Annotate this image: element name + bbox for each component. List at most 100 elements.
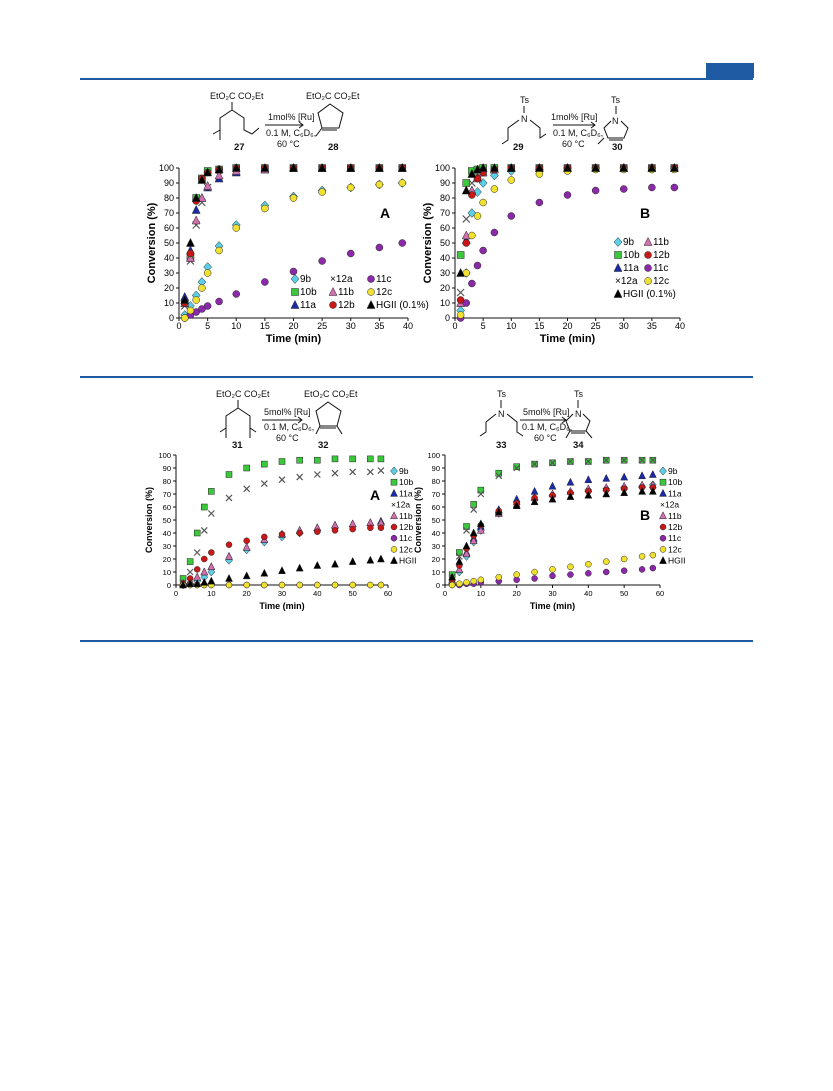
scheme-2-cond-1: 1mol% [Ru]	[551, 112, 598, 122]
scheme-2-cond-3: 60 °C	[562, 139, 585, 149]
x-tick-label: 35	[647, 321, 657, 331]
legend-label: 10b	[300, 287, 317, 298]
data-point-HGII	[231, 162, 241, 172]
data-point-12c	[456, 580, 463, 587]
data-point-HGII	[467, 168, 477, 178]
data-point-11b	[469, 536, 478, 545]
scheme-4-cond-2: 0.1 M, C₆D₆,	[522, 422, 572, 432]
data-point-12c	[495, 573, 502, 581]
legend-label: 11b	[653, 237, 669, 248]
y-axis-label: Conversion (%)	[422, 202, 434, 283]
y-tick-label: 100	[158, 451, 171, 460]
svg-text:N: N	[521, 114, 528, 124]
data-point-12c	[477, 576, 485, 584]
panel-label: A	[370, 487, 380, 503]
data-point-HGII	[331, 559, 339, 568]
y-tick-label: 90	[164, 178, 174, 188]
scheme-4: Ts N 33 5mol% [Ru] 0.1 M, C₆D₆, 60 °C Ts…	[479, 389, 593, 451]
data-point-HGII	[648, 486, 657, 495]
data-point-11c	[215, 297, 223, 306]
legend-label: 11c	[668, 533, 682, 543]
legend-label: 10b	[623, 250, 640, 261]
data-point-12a	[566, 458, 574, 465]
data-point-10b	[201, 503, 208, 511]
data-point-HGII	[548, 494, 557, 503]
scheme-3-pr-ring	[315, 401, 342, 427]
x-axis-label: Time (min)	[530, 601, 575, 611]
scheme-1-pr-label: EtO₂C CO₂Et	[306, 91, 360, 101]
y-tick-label: 30	[163, 542, 171, 551]
data-point-12a	[649, 456, 657, 464]
data-point-12b	[201, 555, 208, 563]
y-tick-label: 60	[164, 223, 174, 233]
data-point-11b	[455, 564, 464, 573]
y-tick-label: 40	[440, 253, 450, 263]
legend-marker	[659, 523, 667, 531]
data-point-HGII	[620, 488, 629, 496]
data-point-10b	[243, 464, 250, 472]
data-point-11c	[648, 183, 656, 192]
legend-marker	[390, 546, 398, 553]
x-tick-label: 25	[591, 321, 601, 331]
scheme-3-cond-1: 5mol% [Ru]	[264, 407, 311, 417]
y-tick-label: 60	[432, 503, 440, 512]
legend-label: 9b	[623, 237, 635, 248]
data-point-12b	[186, 249, 195, 258]
data-point-11c	[649, 564, 657, 572]
legend-marker	[390, 556, 398, 564]
x-tick-label: 15	[260, 321, 270, 331]
data-point-11b	[203, 180, 213, 190]
data-point-11a	[191, 204, 201, 214]
scheme-2-pr-ring	[603, 120, 629, 139]
y-tick-label: 70	[164, 208, 174, 218]
data-point-11b	[200, 567, 209, 576]
data-point-12c	[456, 311, 465, 319]
x-tick-label: 20	[512, 589, 520, 598]
x-tick-label: 30	[278, 589, 286, 598]
data-point-11c	[347, 249, 355, 258]
data-point-10b	[349, 455, 356, 463]
data-point-12c	[314, 581, 321, 589]
x-tick-label: 40	[584, 589, 592, 598]
data-point-12a	[296, 473, 304, 481]
y-tick-label: 90	[440, 178, 450, 188]
x-tick-label: 10	[506, 321, 516, 331]
y-tick-label: 80	[440, 193, 450, 203]
x-tick-label: 10	[207, 589, 215, 598]
scheme-2-sm-label: Ts	[520, 95, 530, 105]
y-tick-label: 100	[435, 163, 450, 173]
data-point-11c	[479, 246, 487, 255]
data-point-12a	[602, 456, 610, 464]
legend-label: 12c	[376, 287, 392, 298]
data-point-HGII	[397, 162, 407, 172]
scheme-4-pr-label: Ts	[574, 389, 584, 399]
legend-label: 10b	[399, 477, 413, 487]
data-point-12a	[366, 468, 374, 476]
data-point-12a	[207, 510, 215, 517]
data-point-12c	[585, 560, 592, 568]
data-point-HGII	[200, 577, 209, 586]
data-point-11c	[585, 570, 592, 577]
data-point-HGII	[489, 162, 499, 172]
y-tick-label: 10	[164, 298, 174, 308]
data-point-12b	[367, 524, 374, 532]
bottom-rule	[80, 640, 753, 642]
scheme-1: EtO₂C CO₂Et 27 1mol% [Ru] 0.1 M, C₆D₆, 6…	[210, 91, 360, 153]
legend-label: ×12a	[330, 274, 353, 285]
data-point-12b	[261, 533, 268, 541]
data-point-12c	[463, 579, 470, 586]
legend-label: 12b	[338, 300, 355, 311]
data-point-11c	[261, 278, 269, 286]
data-point-12c	[243, 581, 250, 589]
data-point-HGII	[260, 568, 269, 577]
data-point-11c	[620, 567, 628, 574]
scheme-3-pr-label: EtO₂C CO₂Et	[304, 389, 358, 399]
data-point-12a	[463, 526, 470, 534]
legend-label: 12c	[653, 276, 669, 287]
data-point-12b	[331, 527, 339, 534]
data-point-HGII	[186, 237, 195, 247]
legend-marker	[613, 288, 623, 298]
legend-marker	[290, 299, 300, 309]
legend-marker	[659, 466, 667, 476]
y-tick-label: 60	[440, 223, 450, 233]
